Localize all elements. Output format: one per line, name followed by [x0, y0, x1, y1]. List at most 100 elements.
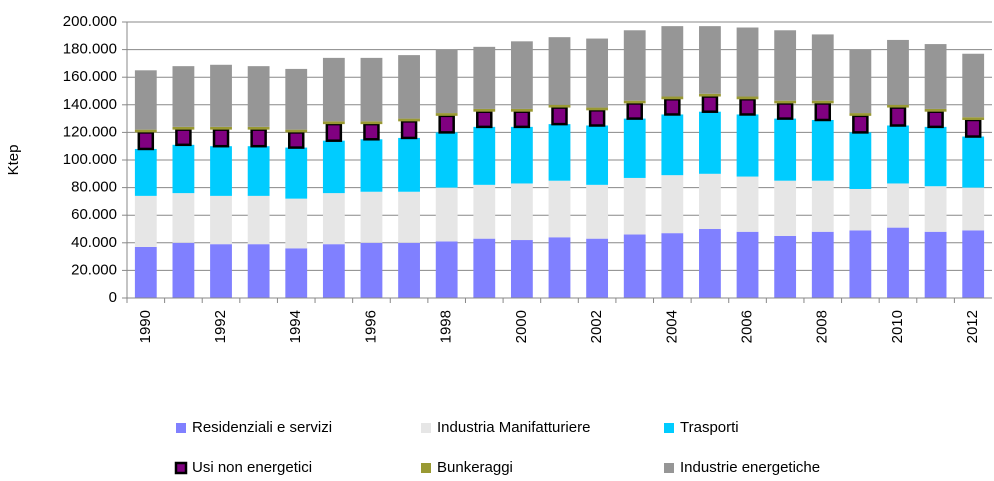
- y-tick-label: 160.000: [63, 68, 117, 85]
- bar-segment: [247, 66, 270, 127]
- x-tick-label: 2008: [814, 310, 831, 343]
- legend-label: Trasporti: [680, 419, 739, 436]
- legend-label: Bunkeraggi: [437, 459, 513, 476]
- bar-segment: [962, 117, 985, 120]
- bar-segment: [699, 111, 721, 174]
- marker: [588, 109, 606, 127]
- bar-segment: [623, 234, 646, 298]
- bar-segment: [811, 231, 834, 298]
- marker: [250, 128, 267, 148]
- bar-segment: [322, 244, 345, 298]
- bar-segment: [398, 242, 420, 298]
- bar-segment: [811, 100, 834, 104]
- bar-segment: [924, 108, 947, 112]
- bar-segment: [623, 177, 646, 235]
- bar-segment: [849, 188, 872, 231]
- x-tick-label: 2004: [663, 310, 680, 343]
- bar-segment: [849, 49, 872, 114]
- bar-segment: [473, 46, 496, 109]
- bar-segment: [774, 235, 797, 298]
- marker: [325, 122, 343, 142]
- marker: [739, 98, 756, 116]
- y-tick-label: 100.000: [63, 151, 117, 168]
- bar-segment: [210, 64, 232, 127]
- bar-segment: [661, 96, 684, 100]
- marker: [626, 102, 643, 120]
- bar-segment: [510, 240, 533, 298]
- bar-segment: [435, 241, 458, 298]
- bar-segment: [548, 237, 571, 298]
- bar-segment: [586, 38, 609, 108]
- bar-segment: [134, 129, 157, 133]
- bar-segment: [360, 139, 383, 192]
- bar-segment: [774, 118, 797, 181]
- bar-segment: [924, 231, 947, 298]
- bar-segment: [210, 146, 232, 196]
- legend-label: Usi non energetici: [192, 459, 312, 476]
- marker: [776, 102, 794, 120]
- marker: [513, 110, 531, 129]
- marker: [814, 102, 832, 122]
- bar-segment: [849, 230, 872, 298]
- bar-segment: [887, 104, 909, 108]
- bar-segment: [435, 132, 458, 188]
- bar-segment: [887, 125, 909, 184]
- y-tick-label: 40.000: [71, 234, 117, 251]
- bar-segment: [774, 100, 797, 104]
- bar-segment: [473, 184, 496, 239]
- bar-segment: [548, 124, 571, 181]
- bar-segment: [435, 187, 458, 242]
- bar-segment: [285, 198, 308, 249]
- bar-segment: [586, 107, 609, 111]
- y-tick-label: 20.000: [71, 261, 117, 278]
- bar-segment: [887, 227, 909, 298]
- bar-segment: [322, 57, 345, 122]
- bar-segment: [360, 242, 383, 298]
- bar-segment: [887, 39, 909, 105]
- bar-segment: [210, 126, 232, 130]
- marker: [889, 106, 907, 127]
- bar-segment: [962, 187, 985, 231]
- bar-segment: [548, 180, 571, 238]
- legend-label: Residenziali e servizi: [192, 419, 332, 436]
- bar-segment: [285, 147, 308, 199]
- bar-segment: [398, 118, 420, 122]
- bar-segment: [473, 238, 496, 298]
- bar-segment: [398, 191, 420, 243]
- bar-segment: [285, 68, 308, 130]
- bar-segment: [736, 96, 759, 100]
- legend-swatch: [176, 423, 186, 433]
- bar-segment: [247, 146, 270, 196]
- x-tick-label: 2012: [964, 310, 981, 343]
- legend-label: Industria Manifatturiere: [437, 419, 590, 436]
- bar-segment: [510, 108, 533, 112]
- bar-segment: [134, 246, 157, 298]
- x-tick-label: 1990: [137, 310, 154, 343]
- bar-segment: [172, 144, 195, 194]
- bar-segment: [924, 186, 947, 232]
- bar-segment: [510, 183, 533, 241]
- y-tick-label: 120.000: [63, 123, 117, 140]
- bar-segment: [398, 137, 420, 192]
- bar-segment: [210, 195, 232, 245]
- bar-segment: [210, 244, 232, 298]
- marker: [175, 128, 192, 147]
- marker: [212, 128, 230, 148]
- marker: [551, 106, 568, 126]
- x-tick-label: 2010: [889, 310, 906, 343]
- marker: [400, 120, 418, 140]
- bar-segment: [661, 175, 684, 234]
- x-tick-label: 1992: [212, 310, 229, 343]
- bar-segment: [172, 242, 195, 298]
- bar-segment: [736, 176, 759, 232]
- bar-segment: [774, 180, 797, 236]
- bar-segment: [435, 49, 458, 114]
- legend-swatch: [664, 463, 674, 473]
- bar-segment: [134, 148, 157, 196]
- bar-segment: [172, 193, 195, 243]
- bar-segment: [811, 119, 834, 181]
- bar-segment: [699, 93, 721, 97]
- y-tick-label: 200.000: [63, 13, 117, 30]
- legend-swatch: [421, 423, 431, 433]
